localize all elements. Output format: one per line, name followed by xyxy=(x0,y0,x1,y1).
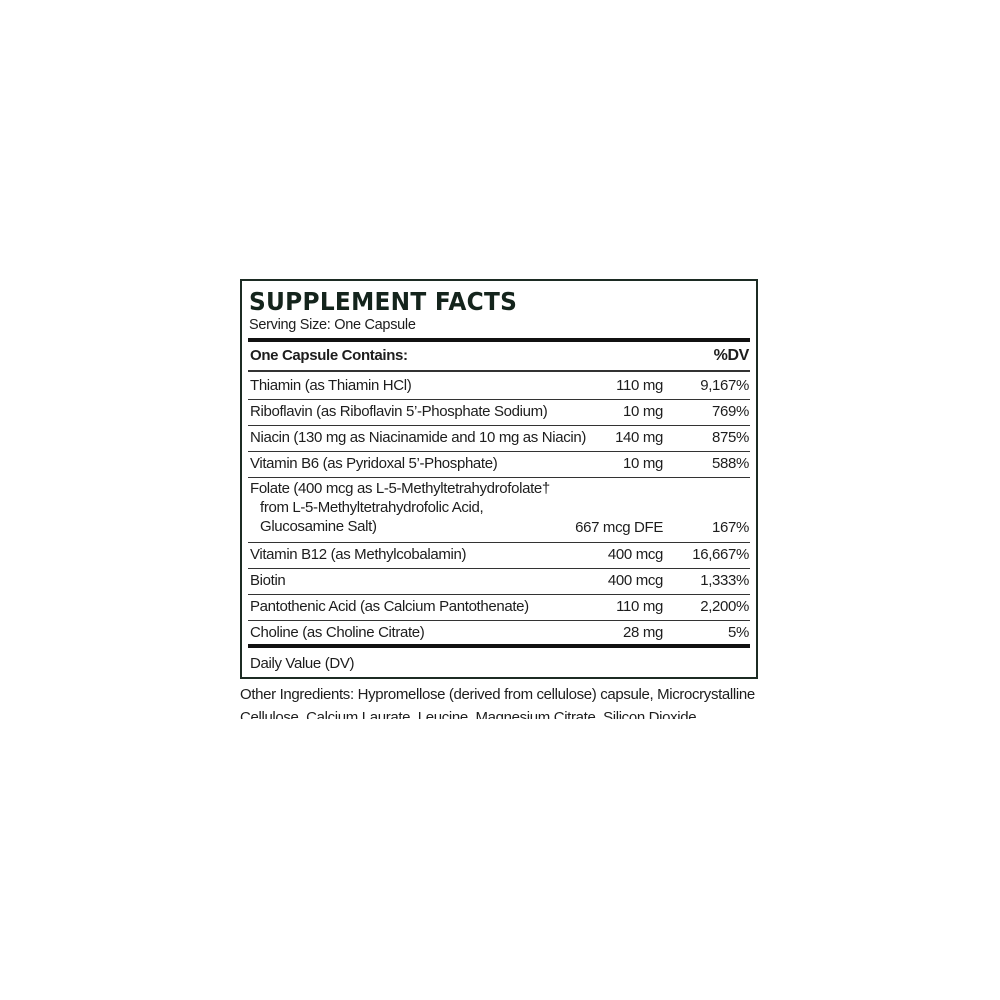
nutrient-amount: 140 mg xyxy=(615,429,663,446)
nutrient-name: Pantothenic Acid (as Calcium Pantothenat… xyxy=(250,598,529,615)
table-row: Vitamin B12 (as Methylcobalamin) 400 mcg… xyxy=(250,544,749,564)
nutrient-amount: 10 mg xyxy=(623,403,663,420)
nutrient-amount: 667 mcg DFE xyxy=(575,519,663,536)
nutrient-name-line2: from L-5-Methyltetrahydrofolic Acid, xyxy=(260,499,484,516)
table-row: Thiamin (as Thiamin HCl) 110 mg 9,167% xyxy=(250,375,749,395)
serving-size: Serving Size: One Capsule xyxy=(249,317,416,333)
nutrient-name: Riboflavin (as Riboflavin 5’-Phosphate S… xyxy=(250,403,548,420)
divider xyxy=(248,399,750,400)
nutrient-amount: 28 mg xyxy=(623,624,663,641)
divider xyxy=(248,594,750,595)
nutrient-name: Folate (400 mcg as L-5-Methyltetrahydrof… xyxy=(250,480,550,497)
table-row: Biotin 400 mcg 1,333% xyxy=(250,570,749,590)
table-row: Pantothenic Acid (as Calcium Pantothenat… xyxy=(250,596,749,616)
nutrient-dv: 16,667% xyxy=(692,546,749,563)
nutrient-dv: 167% xyxy=(712,519,749,536)
table-row: Folate (400 mcg as L-5-Methyltetrahydrof… xyxy=(250,479,749,537)
nutrient-dv: 1,333% xyxy=(700,572,749,589)
nutrient-name: Vitamin B12 (as Methylcobalamin) xyxy=(250,546,467,563)
nutrient-dv: 9,167% xyxy=(700,377,749,394)
divider xyxy=(248,542,750,543)
table-row: Choline (as Choline Citrate) 28 mg 5% xyxy=(250,622,749,642)
divider xyxy=(248,568,750,569)
header-dv: %DV xyxy=(713,347,750,364)
other-ingredients: Other Ingredients: Hypromellose (derived… xyxy=(240,686,755,719)
nutrient-name: Niacin (130 mg as Niacinamide and 10 mg … xyxy=(250,429,586,446)
divider xyxy=(248,370,750,372)
nutrient-name: Thiamin (as Thiamin HCl) xyxy=(250,377,412,394)
table-row: Riboflavin (as Riboflavin 5’-Phosphate S… xyxy=(250,401,749,421)
divider-thick xyxy=(248,644,750,648)
nutrient-amount: 110 mg xyxy=(616,598,663,615)
divider-thick xyxy=(248,338,750,342)
nutrient-amount: 400 mcg xyxy=(607,572,663,589)
nutrient-amount: 10 mg xyxy=(623,455,663,472)
nutrient-name: Biotin xyxy=(250,572,286,589)
header-contains: One Capsule Contains: xyxy=(250,347,408,364)
nutrient-name: Choline (as Choline Citrate) xyxy=(250,624,425,641)
nutrient-name-line3: Glucosamine Salt) xyxy=(260,518,377,535)
divider xyxy=(248,620,750,621)
supplement-facts-panel: SUPPLEMENT FACTS Serving Size: One Capsu… xyxy=(240,279,758,679)
nutrient-name: Vitamin B6 (as Pyridoxal 5’-Phosphate) xyxy=(250,455,498,472)
nutrient-dv: 769% xyxy=(712,403,749,420)
nutrient-dv: 588% xyxy=(712,455,749,472)
divider xyxy=(248,451,750,452)
table-header: One Capsule Contains: %DV xyxy=(250,345,749,365)
nutrient-dv: 2,200% xyxy=(700,598,749,615)
divider xyxy=(248,425,750,426)
nutrient-amount: 400 mcg xyxy=(607,546,663,563)
footnote: Daily Value (DV) xyxy=(250,653,749,673)
table-row: Vitamin B6 (as Pyridoxal 5’-Phosphate) 1… xyxy=(250,453,749,473)
nutrient-dv: 875% xyxy=(712,429,749,446)
footnote-text: Daily Value (DV) xyxy=(250,655,355,672)
table-row: Niacin (130 mg as Niacinamide and 10 mg … xyxy=(250,427,749,447)
divider xyxy=(248,477,750,478)
panel-title: SUPPLEMENT FACTS xyxy=(249,287,518,316)
nutrient-amount: 110 mg xyxy=(616,377,663,394)
nutrient-dv: 5% xyxy=(728,624,749,641)
